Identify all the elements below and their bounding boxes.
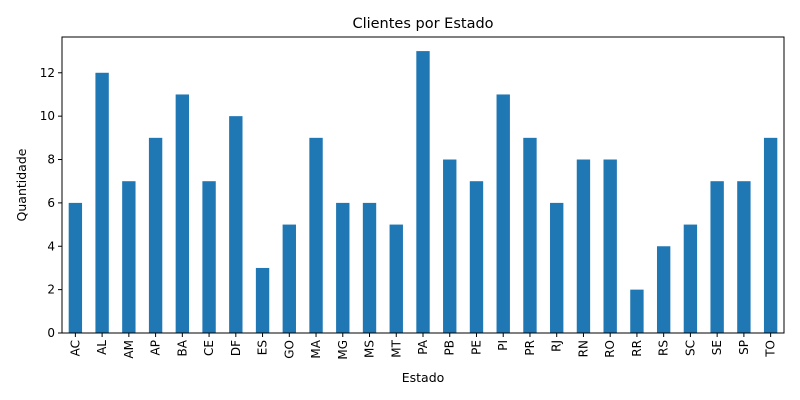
x-tick-label: AL [95,340,109,355]
x-tick-label: GO [282,340,296,359]
y-axis-label: Quantidade [14,148,29,221]
x-tick-label: PA [416,339,430,354]
bar-es [255,267,270,333]
x-tick-label: RS [657,340,671,356]
x-tick-label: PB [443,340,457,355]
chart-title: Clientes por Estado [352,16,493,32]
x-axis-ticks: AC AL AM AP BA CE DF ES GO MA MG MS MT PA PB PE PI PR RJ RN… [68,333,778,360]
bar-mt [389,224,403,333]
x-tick-label: CE [202,340,216,356]
bar-rs [656,246,671,333]
y-axis-ticks: 0 2 4 6 8 10 12 [40,66,62,340]
x-tick-label: PE [469,340,483,355]
y-tick-label: 6 [47,196,55,210]
y-tick-label: 8 [47,153,55,167]
bar-ro [603,159,617,333]
y-tick-label: 2 [47,283,55,297]
y-tick-label: 4 [47,239,55,253]
x-tick-label: SC [683,340,697,356]
bar-am [122,181,136,333]
x-tick-label: SP [737,340,751,355]
y-tick-label: 10 [40,109,55,123]
bar-ba [175,94,190,333]
x-tick-label: SE [710,340,724,355]
x-tick-label: TO [764,340,778,358]
x-tick-label: RO [603,340,617,358]
x-tick-label: MA [309,339,323,358]
bar-ap [148,137,163,333]
bar-ce [202,181,216,333]
bar-df [229,116,243,334]
x-tick-label: AM [122,340,136,359]
bar-to [763,137,778,333]
bar-mg [336,202,350,333]
bar-sc [683,224,698,333]
x-axis-label: Estado [402,370,445,385]
x-tick-label: DF [229,340,243,356]
bar-ms [362,202,377,333]
bar-ma [309,137,323,333]
bar-se [710,181,724,333]
x-tick-label: MG [336,340,350,360]
x-tick-label: RN [576,340,590,357]
bar-pr [523,137,537,333]
bar-rj [550,202,564,333]
x-tick-label: RJ [550,340,564,352]
x-tick-label: AP [149,340,163,355]
bar-pe [469,181,484,333]
bar-rn [576,159,591,333]
y-tick-label: 12 [40,66,55,80]
x-tick-label: AC [68,340,82,356]
plot-frame [61,36,785,334]
bar-pi [496,94,510,333]
bar-pa [416,51,430,333]
bar-go [282,224,296,333]
bar-al [95,72,109,334]
bar-ac [68,202,83,333]
y-tick-label: 0 [47,326,55,340]
x-tick-label: BA [175,339,189,356]
bar-rr [630,289,644,333]
x-tick-label: MT [389,339,403,357]
x-tick-label: ES [256,340,270,355]
bar-sp [737,181,751,333]
x-tick-label: RR [630,340,644,357]
x-tick-label: MS [363,340,377,358]
bars-group [68,51,778,334]
x-tick-label: PI [496,340,510,351]
bar-pb [443,159,457,333]
x-tick-label: PR [523,340,537,356]
